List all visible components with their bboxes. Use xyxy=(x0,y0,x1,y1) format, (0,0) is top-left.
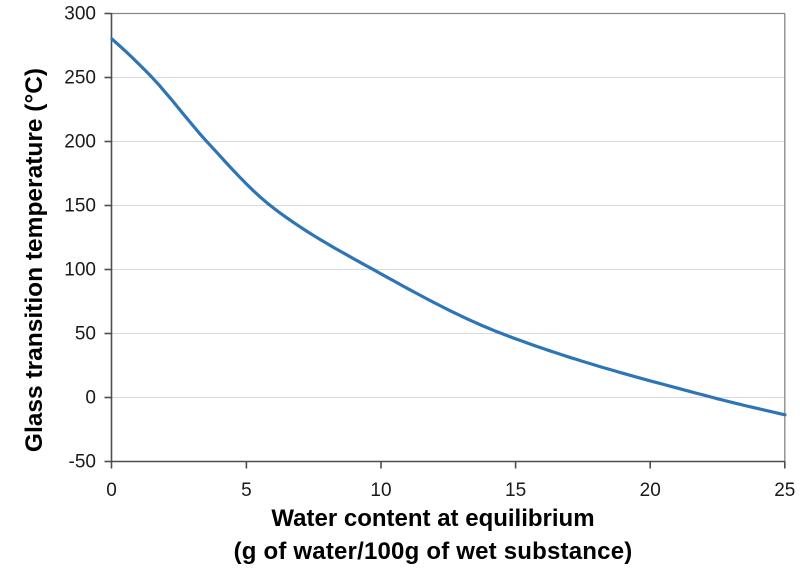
svg-text:150: 150 xyxy=(64,196,96,217)
svg-text:(g of water/100g of wet substa: (g of water/100g of wet substance) xyxy=(234,538,633,565)
svg-text:-50: -50 xyxy=(69,452,96,473)
svg-text:0: 0 xyxy=(85,388,96,409)
svg-text:Glass transition temperature (: Glass transition temperature (°C) xyxy=(21,68,48,452)
svg-text:250: 250 xyxy=(64,68,96,89)
svg-text:15: 15 xyxy=(505,480,526,501)
svg-text:Water content at equilibrium: Water content at equilibrium xyxy=(271,505,594,532)
svg-text:200: 200 xyxy=(64,132,96,153)
svg-text:20: 20 xyxy=(640,480,661,501)
svg-text:0: 0 xyxy=(106,480,117,501)
svg-text:5: 5 xyxy=(241,480,252,501)
svg-text:10: 10 xyxy=(370,480,391,501)
svg-text:300: 300 xyxy=(64,4,96,25)
svg-text:50: 50 xyxy=(75,324,96,345)
svg-text:25: 25 xyxy=(774,480,795,501)
svg-text:100: 100 xyxy=(64,260,96,281)
